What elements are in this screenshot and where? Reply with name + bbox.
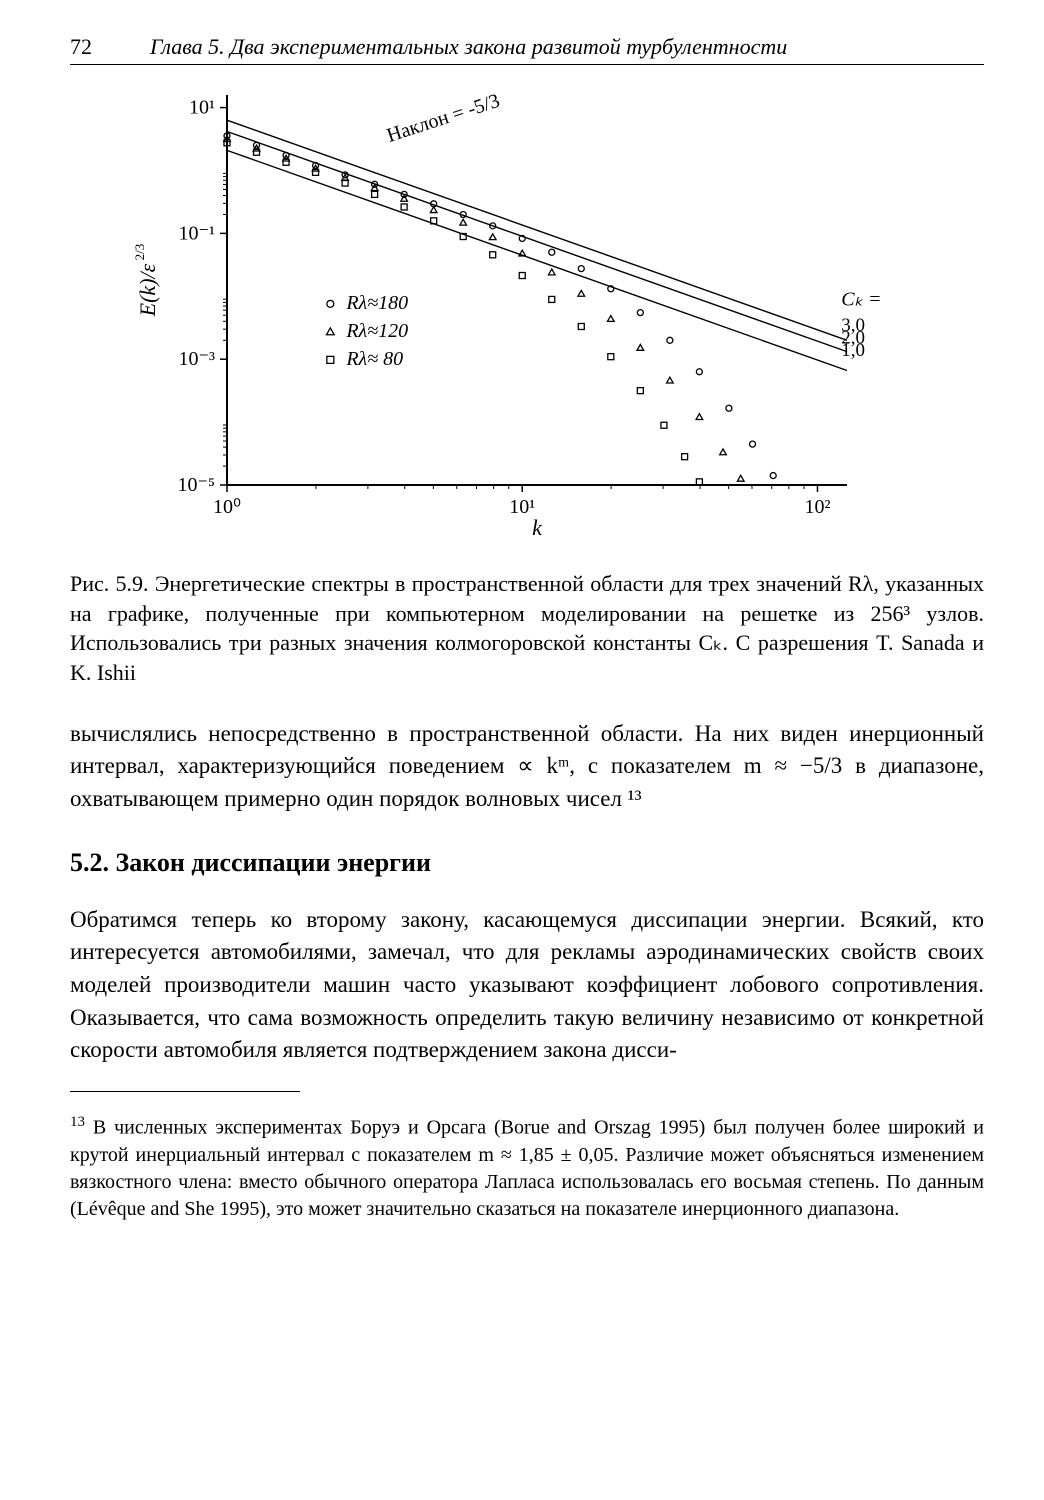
running-header: 72 Глава 5. Два экспериментальных закона… [70, 34, 984, 65]
svg-text:10²: 10² [804, 496, 830, 518]
footnote-rule [70, 1091, 300, 1092]
running-title: Глава 5. Два экспериментальных закона ра… [120, 34, 984, 60]
svg-text:10⁻⁵: 10⁻⁵ [177, 474, 215, 496]
svg-text:E(k)/ε: E(k)/ε [135, 263, 160, 317]
energy-spectra-chart: 10⁰10¹10²k10⁻⁵10⁻³10⁻¹10¹E(k)/ε2/3Cₖ =3,… [117, 75, 937, 545]
section-title: Закон диссипации энергии [116, 848, 431, 877]
section-paragraph: Обратимся теперь ко второму закону, каса… [70, 904, 984, 1067]
footnote-marker: 13 [70, 1114, 85, 1130]
caption-label: Рис. 5.9. [70, 571, 149, 596]
caption-text: Энергетические спектры в пространственно… [70, 571, 984, 685]
svg-text:k: k [532, 515, 543, 540]
figure-caption: Рис. 5.9. Энергетические спектры в прост… [70, 569, 984, 688]
figure-5-9: 10⁰10¹10²k10⁻⁵10⁻³10⁻¹10¹E(k)/ε2/3Cₖ =3,… [117, 75, 937, 545]
paragraph-continuation: вычислялись непосредственно в пространст… [70, 718, 984, 816]
svg-text:Rλ≈180: Rλ≈180 [345, 292, 408, 314]
section-number: 5.2. [70, 848, 109, 877]
svg-text:10⁰: 10⁰ [213, 496, 241, 518]
svg-text:10⁻¹: 10⁻¹ [178, 222, 215, 244]
page-number: 72 [70, 34, 120, 60]
svg-text:1,0: 1,0 [841, 340, 865, 361]
svg-text:Наклон = -5/3: Наклон = -5/3 [384, 90, 502, 147]
section-heading: 5.2. Закон диссипации энергии [70, 848, 984, 878]
page: 72 Глава 5. Два экспериментальных закона… [0, 0, 1044, 1500]
svg-text:Cₖ =: Cₖ = [841, 289, 881, 311]
svg-text:10¹: 10¹ [189, 97, 215, 119]
footnote-text: В численных экспериментах Боруэ и Орсага… [70, 1117, 984, 1220]
svg-text:10⁻³: 10⁻³ [178, 348, 215, 370]
footnote: 13 В численных экспериментах Боруэ и Орс… [70, 1112, 984, 1223]
svg-text:Rλ≈120: Rλ≈120 [345, 320, 408, 342]
svg-text:2/3: 2/3 [132, 244, 147, 261]
svg-text:Rλ≈ 80: Rλ≈ 80 [345, 348, 403, 370]
